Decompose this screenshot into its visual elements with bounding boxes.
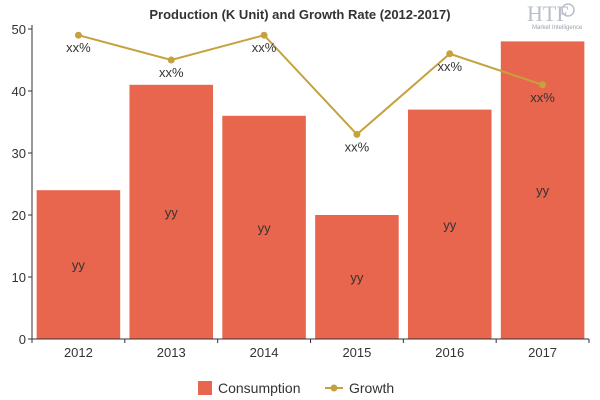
growth-point (446, 50, 454, 58)
growth-data-label: xx% (345, 139, 370, 154)
y-axis: 0 10 20 30 40 50 (12, 22, 32, 347)
x-tick-label: 2013 (157, 345, 186, 360)
growth-point (353, 130, 361, 138)
growth-data-label: xx% (159, 65, 184, 80)
growth-data-label: xx% (66, 40, 91, 55)
htf-logo: HTF Market Intelligence (527, 1, 583, 31)
legend-growth-marker (330, 384, 338, 392)
x-tick-label: 2017 (528, 345, 557, 360)
bar-labels: yy yy yy yy yy yy (72, 183, 550, 285)
growth-data-label: xx% (252, 40, 277, 55)
logo-subtext: Market Intelligence (532, 25, 583, 31)
y-tick-label: 0 (19, 332, 26, 347)
x-axis: 2012 2013 2014 2015 2016 2017 (31, 339, 590, 360)
bar (222, 115, 306, 339)
bar-data-label: yy (536, 183, 550, 198)
bar (500, 41, 585, 340)
x-tick-label: 2012 (64, 345, 93, 360)
bar-data-label: yy (165, 205, 179, 220)
bar-data-label: yy (72, 258, 86, 273)
bar-data-label: yy (350, 270, 364, 285)
x-tick-label: 2014 (250, 345, 279, 360)
growth-point (74, 31, 82, 39)
growth-point (260, 31, 268, 39)
growth-line (74, 31, 547, 138)
growth-line-path (78, 34, 543, 136)
growth-data-label: xx% (530, 90, 555, 105)
growth-data-label: xx% (437, 59, 462, 74)
y-tick-label: 10 (12, 270, 26, 285)
legend: Consumption Growth (198, 380, 394, 396)
logo-text: HTF (527, 1, 569, 26)
bar (129, 84, 214, 339)
bar-data-label: yy (443, 217, 457, 232)
line-labels: xx% xx% xx% xx% xx% xx% (66, 40, 555, 154)
growth-point (539, 81, 547, 89)
x-tick-label: 2016 (435, 345, 464, 360)
legend-consumption-label: Consumption (218, 380, 301, 396)
bar (407, 109, 492, 339)
legend-consumption-swatch (198, 381, 212, 395)
chart-title: Production (K Unit) and Growth Rate (201… (149, 7, 450, 22)
bars (36, 41, 585, 340)
y-tick-label: 50 (12, 22, 26, 37)
bar-data-label: yy (258, 220, 272, 235)
bar (36, 190, 121, 339)
legend-growth-label: Growth (349, 380, 394, 396)
y-tick-label: 30 (12, 146, 26, 161)
bar (315, 215, 399, 339)
growth-point (167, 56, 175, 64)
x-tick-label: 2015 (342, 345, 371, 360)
y-tick-label: 40 (12, 84, 26, 99)
y-tick-label: 20 (12, 208, 26, 223)
